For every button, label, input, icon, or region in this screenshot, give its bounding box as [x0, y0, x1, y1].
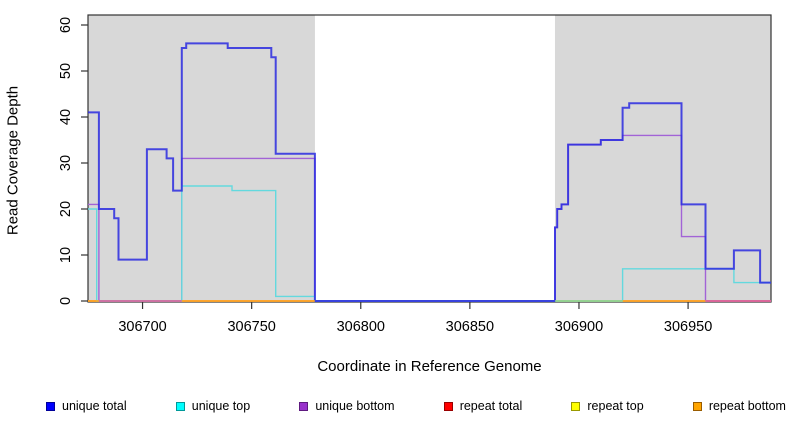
legend-label: repeat bottom — [708, 399, 786, 413]
y-tick-label: 60 — [58, 17, 74, 33]
legend-item-unique-bottom: unique bottom — [299, 399, 395, 413]
x-axis-title: Coordinate in Reference Genome — [317, 358, 542, 375]
legend-swatch-icon — [443, 401, 453, 411]
plot-area: 306700 306750 306800 306850 306900 306950 0 10 2… — [58, 14, 772, 335]
legend-swatch-icon — [299, 401, 309, 411]
y-tick-label: 20 — [58, 201, 74, 217]
shaded-repeat-region — [554, 15, 771, 302]
legend-label: unique top — [191, 399, 251, 413]
x-tick-label: 306850 — [446, 319, 494, 335]
legend-swatch-icon — [692, 401, 702, 411]
y-axis-title: Read Coverage Depth — [4, 85, 22, 236]
x-tick-label: 306950 — [664, 319, 712, 335]
legend-item-repeat-top: repeat top — [571, 399, 644, 413]
legend-item-unique-total: unique total — [46, 399, 127, 413]
series-line-unique-total — [88, 42, 771, 302]
legend: unique total unique top unique bottom repea… — [46, 399, 786, 413]
legend-label: unique total — [62, 399, 127, 413]
legend-label: repeat total — [459, 399, 523, 413]
x-tick-label: 306800 — [337, 319, 385, 335]
x-tick-label: 306750 — [227, 319, 275, 335]
y-tick-label: 50 — [58, 63, 74, 79]
legend-item-repeat-bottom: repeat bottom — [692, 399, 786, 413]
y-tick-label: 40 — [58, 109, 74, 125]
legend-swatch-icon — [175, 401, 185, 411]
legend-label: repeat top — [587, 399, 644, 413]
legend-item-unique-top: unique top — [175, 399, 251, 413]
y-tick-label: 10 — [58, 247, 74, 263]
legend-item-repeat-total: repeat total — [443, 399, 523, 413]
y-tick-label: 0 — [58, 297, 74, 305]
x-tick-label: 306700 — [118, 319, 166, 335]
x-tick-label: 306900 — [555, 319, 603, 335]
legend-label: unique bottom — [315, 399, 395, 413]
legend-swatch-icon — [571, 401, 581, 411]
y-tick-label: 30 — [58, 155, 74, 171]
legend-swatch-icon — [46, 401, 55, 411]
